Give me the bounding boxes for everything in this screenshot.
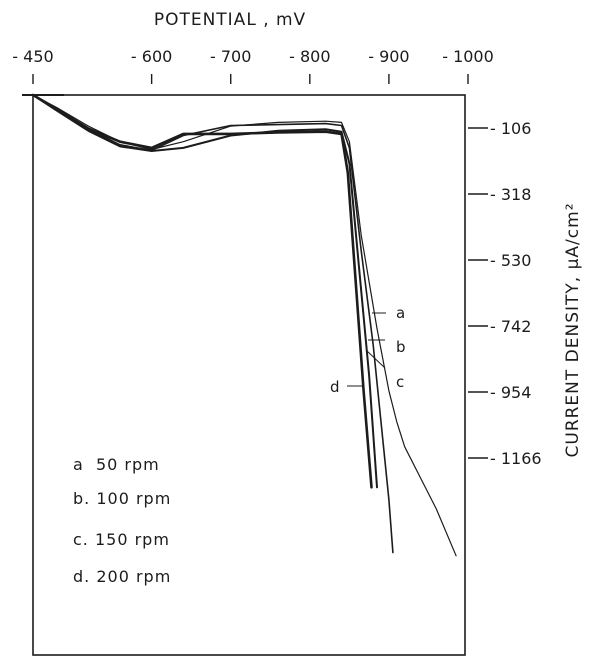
legend-entry-b: b. 100 rpm — [73, 489, 171, 508]
y-tick-label: - 1166 — [490, 449, 542, 468]
curve-b — [32, 94, 394, 554]
x-tick-label: - 600 — [131, 47, 172, 66]
x-axis-ticks: - 450 - 600 - 700 - 800 - 900 - 1000 — [12, 47, 494, 84]
legend-entry-a: a 50 rpm — [73, 455, 160, 474]
curve-d — [31, 93, 373, 489]
curve-label-c: c — [396, 373, 404, 391]
plot-frame — [32, 94, 466, 656]
legend-entry-d: d. 200 rpm — [73, 567, 171, 586]
y-tick-label: - 742 — [490, 317, 531, 336]
legend-entry-c: c. 150 rpm — [73, 530, 170, 549]
curve-label-leader — [365, 349, 386, 369]
legend: a 50 rpm b. 100 rpm c. 150 rpm d. 200 rp… — [73, 455, 171, 586]
curve-labels: abc d — [330, 304, 406, 396]
x-tick-label: - 450 — [12, 47, 53, 66]
y-axis-ticks: - 106 - 318 - 530 - 742 - 954 - 1166 — [468, 119, 542, 468]
x-tick-label: - 1000 — [442, 47, 494, 66]
x-axis-title: POTENTIAL , mV — [154, 10, 306, 30]
y-tick-label: - 954 — [490, 383, 531, 402]
curve-label-d: d — [330, 378, 340, 396]
y-tick-label: - 530 — [490, 251, 531, 270]
x-tick-label: - 800 — [289, 47, 330, 66]
curve-a — [32, 94, 457, 557]
y-tick-label: - 106 — [490, 119, 531, 138]
x-tick-label: - 700 — [210, 47, 251, 66]
x-tick-label: - 900 — [368, 47, 409, 66]
y-tick-label: - 318 — [490, 185, 531, 204]
curve-label-a: a — [396, 304, 405, 322]
curve-label-b: b — [396, 338, 406, 356]
y-axis-title: CURRENT DENSITY, μA/cm² — [563, 202, 583, 457]
curve-c — [32, 94, 378, 489]
curves — [31, 93, 457, 557]
